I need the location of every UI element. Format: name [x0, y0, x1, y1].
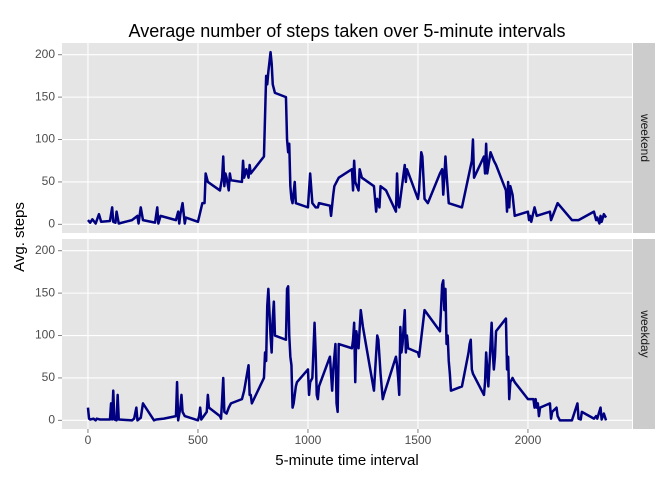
strip-label: weekend	[638, 113, 652, 162]
x-tick-label: 2000	[515, 433, 542, 447]
line	[86, 279, 608, 422]
chart-title: Average number of steps taken over 5-min…	[129, 21, 566, 41]
y-tick-label: 200	[35, 47, 55, 61]
strip	[633, 43, 655, 233]
y-tick-label: 50	[42, 174, 56, 188]
y-tick-label: 100	[35, 328, 55, 342]
line	[87, 50, 608, 225]
x-tick-label: 500	[188, 433, 208, 447]
y-tick-label: 0	[48, 413, 55, 427]
y-tick-label: 50	[42, 370, 56, 384]
y-tick-label: 0	[48, 217, 55, 231]
x-tick-label: 1000	[295, 433, 322, 447]
panel-background	[62, 43, 632, 233]
y-axis-label: Avg. steps	[11, 202, 28, 272]
y-tick-label: 150	[35, 89, 55, 103]
strip-label: weekday	[638, 309, 652, 357]
panel-background	[62, 239, 632, 429]
x-axis-label: 5-minute time interval	[275, 452, 418, 469]
y-tick-label: 100	[35, 132, 55, 146]
y-tick-label: 150	[35, 285, 55, 299]
y-tick-label: 200	[35, 243, 55, 257]
x-tick-label: 0	[85, 433, 92, 447]
strip	[633, 239, 655, 429]
x-tick-label: 1500	[405, 433, 432, 447]
